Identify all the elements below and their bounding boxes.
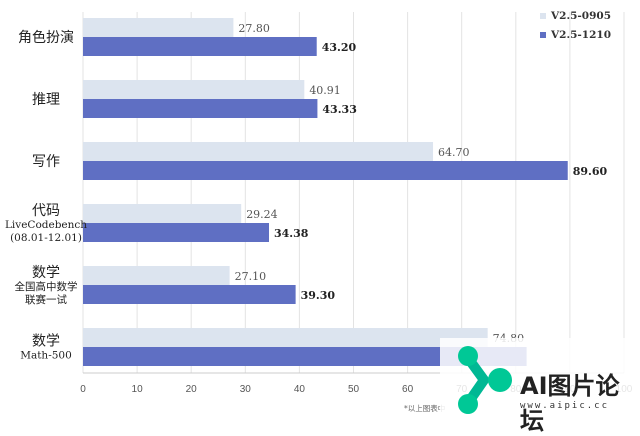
footnote: *以上图表中 (404, 403, 445, 413)
watermark-url: www.aipic.cc (520, 401, 610, 411)
bar-v2.5-0905 (83, 328, 488, 347)
data-label: 39.30 (301, 289, 336, 302)
x-tick-label: 30 (240, 384, 252, 395)
legend-swatch (540, 32, 546, 38)
category-label: (08.01-12.01) (10, 232, 82, 244)
data-label: 43.33 (322, 103, 356, 116)
legend-entry: V2.5-1210 (550, 29, 611, 41)
category-label: 代码 (32, 203, 60, 219)
x-tick-label: 20 (186, 384, 198, 395)
data-label: 40.91 (309, 84, 341, 97)
data-label: 27.10 (235, 270, 267, 283)
bar-v2.5-1210 (83, 37, 317, 56)
bar-v2.5-0905 (83, 142, 434, 161)
bar-v2.5-0905 (83, 18, 234, 37)
bar-v2.5-1210 (83, 347, 527, 366)
bar-v2.5-1210 (83, 223, 269, 242)
category-label: Math-500 (20, 350, 72, 362)
x-tick-label: 10 (132, 384, 144, 395)
bar-v2.5-1210 (83, 99, 318, 118)
category-label: 角色扮演 (18, 29, 74, 46)
data-label: 29.24 (246, 208, 278, 221)
category-label: 全国高中数学 (15, 280, 78, 293)
legend-swatch (540, 13, 546, 19)
data-label: 27.80 (238, 22, 270, 35)
bar-v2.5-0905 (83, 266, 230, 285)
data-label: 34.38 (274, 227, 309, 240)
x-tick-label: 0 (80, 384, 86, 395)
data-label: 43.20 (322, 41, 357, 54)
watermark-logo (440, 338, 640, 423)
bar-v2.5-1210 (83, 285, 296, 304)
category-label: 数学 (32, 334, 60, 350)
x-tick-label: 60 (402, 384, 414, 395)
data-label: 89.60 (573, 165, 608, 178)
category-label: 数学 (32, 265, 60, 281)
category-label: 写作 (32, 154, 60, 170)
data-label: 64.70 (438, 146, 470, 159)
bar-v2.5-0905 (83, 80, 305, 99)
category-label: LiveCodebench (5, 219, 87, 231)
x-tick-label: 50 (348, 384, 360, 395)
legend-entry: V2.5-0905 (550, 10, 611, 22)
category-label: 联赛一试 (25, 293, 67, 306)
chart: 010203040506070809010027.8043.20角色扮演40.9… (5, 10, 633, 413)
x-tick-label: 40 (294, 384, 306, 395)
bar-v2.5-0905 (83, 204, 242, 223)
category-label: 推理 (32, 92, 60, 108)
bar-v2.5-1210 (83, 161, 568, 180)
